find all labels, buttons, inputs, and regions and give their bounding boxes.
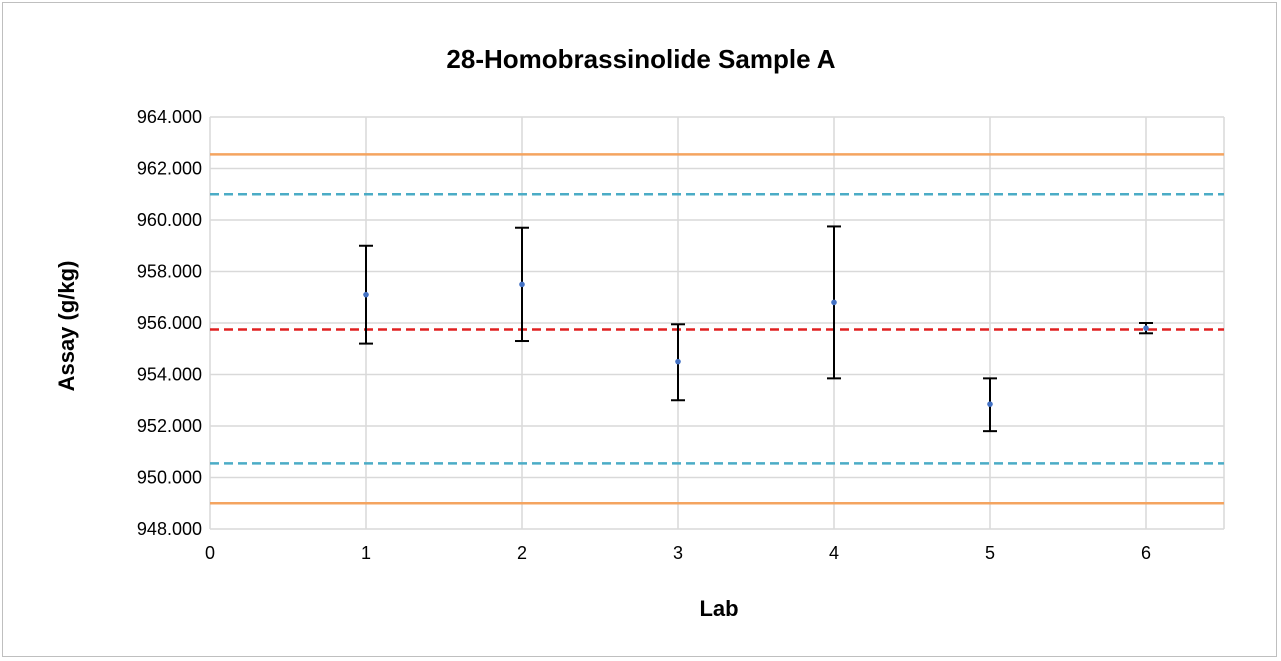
- x-tick-label: 4: [829, 543, 839, 563]
- x-tick-label: 0: [205, 543, 215, 563]
- y-tick-label: 964.000: [137, 107, 202, 127]
- grid-layer: [209, 116, 1225, 530]
- data-point-group: [515, 226, 529, 343]
- data-point-group: [359, 244, 373, 345]
- y-tick-label: 954.000: [137, 365, 202, 385]
- x-tick-label: 1: [361, 543, 371, 563]
- data-layer: [359, 225, 1153, 433]
- y-tick-label: 958.000: [137, 262, 202, 282]
- x-axis-title: Lab: [699, 596, 738, 621]
- y-tick-label: 960.000: [137, 210, 202, 230]
- data-point: [987, 401, 993, 407]
- y-tick-label: 956.000: [137, 313, 202, 333]
- chart-svg: 28-Homobrassinolide Sample A 948.000 950.…: [54, 44, 1225, 621]
- data-point: [363, 291, 369, 298]
- data-point-group: [983, 377, 997, 433]
- chart-title: 28-Homobrassinolide Sample A: [446, 44, 835, 74]
- data-point: [1143, 325, 1149, 331]
- x-tick-label: 3: [673, 543, 683, 563]
- data-point: [519, 281, 525, 288]
- x-tick-label: 5: [985, 543, 995, 563]
- data-point: [831, 299, 837, 306]
- y-tick-label: 948.000: [137, 519, 202, 539]
- data-point-group: [671, 323, 685, 402]
- y-tick-label: 952.000: [137, 416, 202, 436]
- data-point: [675, 358, 681, 365]
- reference-lines: [210, 153, 1224, 505]
- x-tick-label: 6: [1141, 543, 1151, 563]
- y-axis-title: Assay (g/kg): [54, 261, 79, 392]
- tick-labels: 948.000 950.000 952.000 954.000 956.000 958.0…: [137, 107, 1151, 563]
- x-tick-label: 2: [517, 543, 527, 563]
- y-tick-label: 962.000: [137, 159, 202, 179]
- y-tick-label: 950.000: [137, 468, 202, 488]
- data-point-group: [1139, 322, 1153, 335]
- data-point-group: [827, 225, 841, 380]
